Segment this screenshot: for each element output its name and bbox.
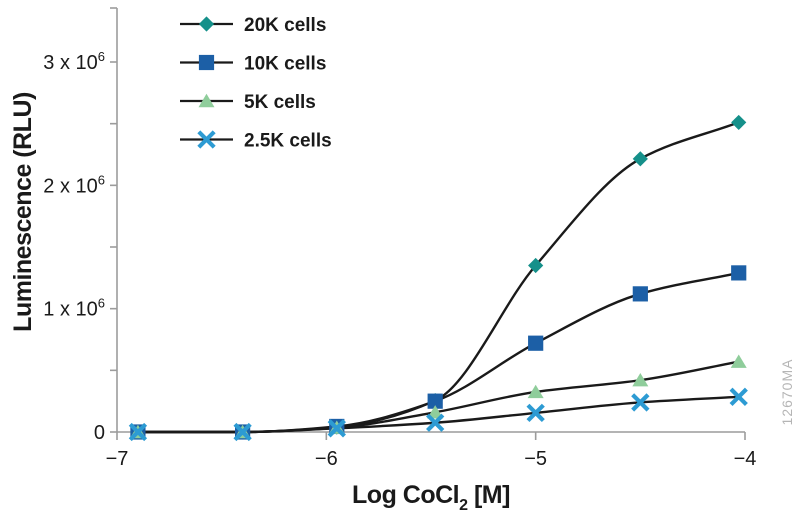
triangle-marker [632,373,649,387]
x-axis-title-main: Log CoCl [352,481,459,509]
diamond-marker [632,151,648,167]
y-tick-label: 3 x 106 [43,49,105,74]
x-tick-label: −4 [734,448,757,470]
y-axis-title: Luminescence (RLU) [9,92,37,332]
x-axis-title-subscript: 2 [459,497,468,512]
legend-diamond-marker [198,16,215,32]
legend-label-2-5k-cells: 2.5K cells [244,131,332,152]
watermark-id: 12670MA [779,359,795,426]
legend-label-5k-cells: 5K cells [244,92,316,113]
x-axis-title: Log CoCl2 [M] [352,481,510,512]
triangle-marker [730,354,747,368]
x-marker [526,403,545,423]
x-tick-label: −5 [524,448,547,470]
legend-label-10k-cells: 10K cells [244,54,326,75]
triangle-marker [427,405,444,419]
x-marker [729,387,748,407]
y-tick-label: 2 x 106 [43,172,105,197]
square-marker [632,286,648,302]
square-marker [528,335,544,351]
y-tick-label: 1 x 106 [43,296,105,321]
x-marker [233,422,252,442]
y-tick-label: 0 [94,422,105,444]
x-marker [327,419,346,438]
diamond-marker [731,114,747,131]
series-line-20k-cells [137,121,740,434]
legend-label-20k-cells: 20K cells [244,15,326,36]
x-marker [128,422,148,442]
legend-square-marker [198,54,215,71]
x-axis-title-unit: [M] [468,481,510,509]
square-marker [731,265,747,281]
square-marker [427,393,443,409]
diamond-marker [528,257,544,274]
legend-x-marker [197,130,216,149]
triangle-marker [527,384,544,399]
x-marker [426,413,445,432]
x-tick-label: −7 [106,448,129,470]
x-marker [631,393,650,412]
x-tick-label: −6 [315,448,338,470]
legend-triangle-marker [198,93,215,108]
